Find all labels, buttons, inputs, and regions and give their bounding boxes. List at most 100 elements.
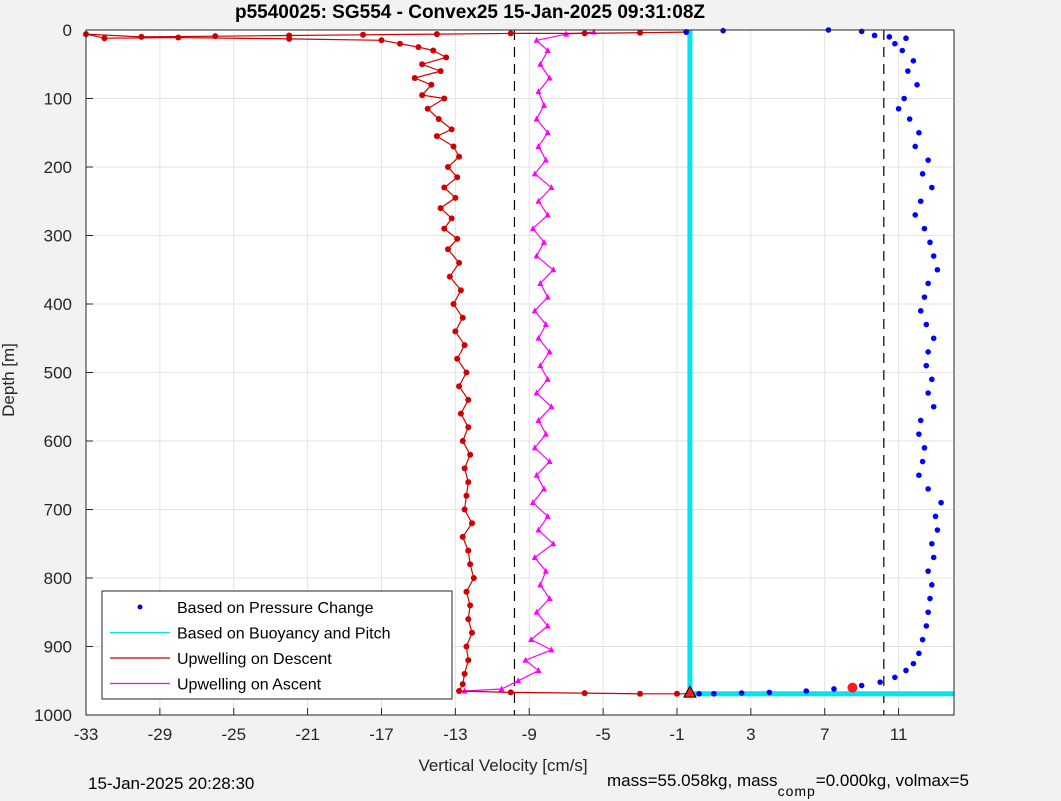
x-tick-label: -21: [295, 725, 320, 744]
x-tick-label: -1: [669, 725, 684, 744]
descent-point: [175, 34, 182, 41]
descent-point: [459, 438, 466, 444]
ascent-point: [529, 499, 536, 506]
ascent-point: [515, 677, 522, 684]
series-layer: [83, 27, 954, 698]
descent-point: [467, 602, 474, 609]
descent-point: [430, 47, 437, 54]
ascent-point: [548, 184, 555, 191]
red-circle-marker: [847, 682, 858, 693]
ascent-point: [542, 567, 549, 574]
descent-point: [456, 383, 463, 390]
ascent-point: [522, 656, 529, 663]
descent-point: [581, 30, 588, 37]
descent-point: [396, 40, 403, 47]
pressure-point: [923, 362, 930, 369]
x-tick-label: 3: [746, 725, 755, 744]
descent-point: [450, 143, 457, 150]
pressure-point: [925, 486, 931, 492]
pressure-point: [919, 171, 926, 177]
pressure-point: [917, 198, 924, 205]
pressure-point: [938, 499, 944, 506]
descent-point: [378, 37, 385, 44]
descent-point: [457, 287, 464, 294]
legend-label: Based on Pressure Change: [177, 600, 374, 617]
pressure-point: [914, 82, 920, 88]
pressure-point: [892, 40, 898, 47]
descent-point: [461, 506, 468, 513]
pressure-point: [858, 682, 865, 689]
descent-point: [463, 492, 470, 499]
ascent-point: [498, 685, 505, 692]
y-tick-label: 700: [44, 501, 72, 520]
pressure-point: [925, 280, 931, 287]
descent-point: [468, 629, 475, 636]
pressure-point: [910, 660, 917, 667]
descent-point: [465, 396, 472, 403]
ascent-point: [541, 101, 548, 108]
footer-mass-info: mass=55.058kg, masscomp=0.000kg, volmax=…: [607, 771, 969, 799]
descent-point: [456, 259, 463, 266]
legend-label: Based on Buoyancy and Pitch: [177, 626, 390, 643]
pressure-point: [858, 28, 865, 35]
descent-point: [507, 689, 514, 696]
descent-point: [454, 355, 461, 362]
pressure-point: [917, 308, 924, 314]
ascent-point: [461, 687, 468, 694]
pressure-point: [921, 225, 928, 232]
y-tick-label: 0: [63, 21, 72, 40]
pressure-point: [711, 690, 717, 697]
x-tick-label: -13: [443, 725, 468, 744]
pressure-point: [925, 157, 931, 163]
descent-point: [463, 369, 470, 376]
pressure-point: [927, 239, 933, 246]
pressure-point: [917, 417, 924, 424]
descent-point: [637, 29, 644, 36]
descent-point: [428, 81, 435, 88]
descent-point: [465, 657, 472, 664]
pressure-point: [901, 95, 907, 102]
descent-point: [470, 575, 477, 581]
pressure-point: [899, 47, 906, 54]
descent-point: [286, 35, 293, 42]
pressure-point: [906, 116, 913, 122]
ascent-point: [535, 197, 542, 204]
pressure-point: [929, 582, 935, 588]
pressure-point: [925, 349, 931, 355]
descent-point: [446, 273, 453, 280]
pressure-point: [916, 472, 922, 479]
pressure-point: [929, 184, 935, 191]
ascent-point: [548, 403, 555, 410]
y-tick-label: 900: [44, 638, 72, 657]
ascent-point: [541, 485, 548, 492]
pressure-point: [930, 335, 937, 342]
ascent-point: [531, 553, 538, 560]
y-tick-label: 600: [44, 432, 72, 451]
descent-point: [461, 670, 468, 677]
pressure-point: [696, 690, 702, 697]
ascent-point: [531, 170, 538, 177]
ascent-point: [544, 129, 551, 136]
descent-point: [637, 690, 644, 697]
descent-point: [467, 561, 474, 568]
pressure-point: [892, 674, 898, 681]
legend-label: Upwelling on Ascent: [177, 677, 322, 694]
pressure-point: [919, 458, 926, 465]
descent-point: [448, 126, 455, 133]
x-tick-label: -25: [221, 725, 246, 744]
legend-box: [101, 590, 453, 700]
ascent-point: [533, 608, 540, 615]
x-tick-label: -5: [596, 725, 611, 744]
descent-point: [437, 205, 444, 212]
pressure-point: [738, 690, 745, 696]
descent-point: [138, 33, 145, 40]
descent-point: [463, 643, 470, 650]
ascent-point: [537, 279, 544, 286]
pressure-point: [903, 35, 909, 42]
descent-point: [463, 588, 470, 595]
descent-point: [419, 92, 426, 99]
descent-point: [415, 44, 422, 51]
ascent-point: [535, 526, 542, 533]
ascent-point: [533, 252, 540, 259]
descent-point: [467, 451, 474, 458]
